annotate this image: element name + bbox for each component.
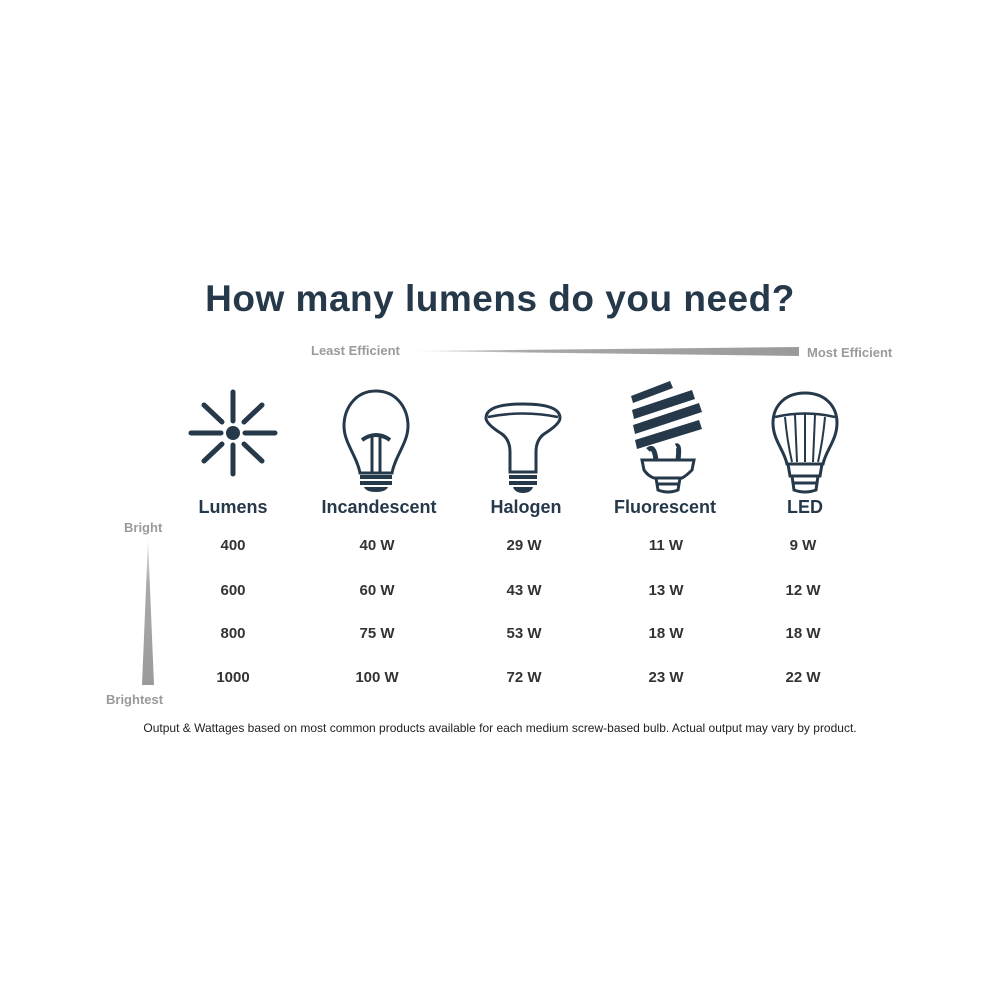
wattage-value: 72 W	[506, 669, 542, 686]
light-rays-icon	[188, 389, 278, 477]
most-efficient-label: Most Efficient	[807, 345, 893, 360]
wattage-value: 9 W	[789, 537, 817, 554]
column-header-fluorescent: Fluorescent	[613, 497, 717, 517]
wattage-value: 22 W	[785, 669, 821, 686]
least-efficient-label: Least Efficient	[311, 343, 400, 358]
lumens-value: 800	[220, 625, 246, 642]
column-header-halogen: Halogen	[490, 497, 562, 517]
column-header-led: LED	[787, 497, 823, 517]
wattage-value: 12 W	[785, 582, 821, 599]
lumens-value: 1000	[216, 669, 250, 686]
brightness-gradient-bar	[142, 540, 154, 685]
bright-label: Bright	[124, 520, 163, 535]
wattage-value: 75 W	[359, 625, 395, 642]
wattage-value: 11 W	[648, 537, 684, 554]
column-header-lumens: Lumens	[198, 497, 268, 517]
page-title: How many lumens do you need?	[205, 278, 795, 319]
lumens-value: 400	[220, 537, 246, 554]
wattage-value: 23 W	[648, 669, 684, 686]
footnote: Output & Wattages based on most common p…	[143, 721, 857, 735]
halogen-bulb-icon	[484, 402, 562, 493]
wattage-value: 43 W	[506, 582, 542, 599]
efficiency-gradient-bar	[415, 347, 799, 356]
brightest-label: Brightest	[106, 692, 164, 707]
wattage-value: 13 W	[648, 582, 684, 599]
wattage-value: 40 W	[359, 537, 395, 554]
wattage-value: 60 W	[359, 582, 395, 599]
column-header-incandescent: Incandescent	[321, 497, 437, 517]
wattage-value: 18 W	[648, 625, 684, 642]
wattage-value: 100 W	[355, 669, 399, 686]
fluorescent-bulb-icon	[631, 381, 702, 494]
wattage-value: 18 W	[785, 625, 821, 642]
incandescent-bulb-icon	[342, 389, 410, 492]
wattage-value: 29 W	[506, 537, 542, 554]
lumens-value: 600	[220, 582, 246, 599]
wattage-value: 53 W	[506, 625, 542, 642]
led-bulb-icon	[771, 391, 839, 494]
